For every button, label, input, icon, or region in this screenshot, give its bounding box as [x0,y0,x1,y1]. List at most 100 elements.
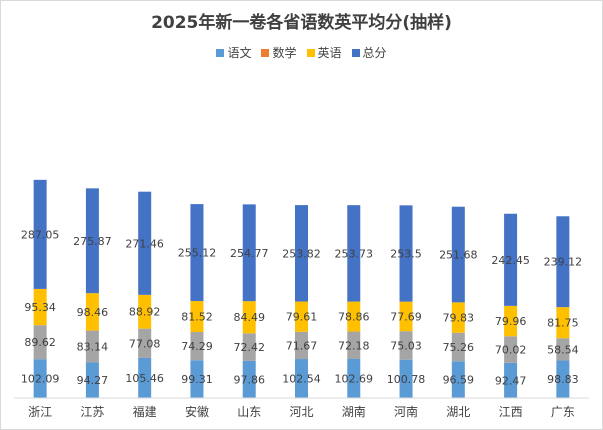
data-label-3-9: 242.45 [491,254,530,267]
legend-label-2: 英语 [317,46,342,60]
bar-2-4 [242,301,256,334]
data-label-3-4: 254.77 [230,247,269,260]
bar-1-9 [504,336,518,363]
bar-3-2 [138,191,152,295]
bar-0-7 [399,359,413,398]
data-label-3-6: 253.73 [335,247,374,260]
bar-0-9 [504,362,518,398]
data-label-1-5: 71.67 [286,339,318,352]
bar-0-5 [295,359,308,398]
data-label-3-10: 239.12 [544,256,583,269]
bar-0-1 [85,362,99,398]
data-label-3-7: 253.5 [390,248,422,261]
data-label-1-6: 72.18 [338,339,370,352]
data-label-2-4: 84.49 [233,311,265,324]
data-label-2-6: 78.86 [338,311,370,324]
bar-3-1 [85,188,99,294]
data-label-2-7: 77.69 [390,310,422,323]
data-label-1-8: 75.26 [443,341,475,354]
bar-1-1 [85,330,99,363]
category-label-4: 山东 [237,405,261,419]
bar-3-9 [504,213,518,306]
bar-2-10 [556,307,570,339]
data-label-0-1: 94.27 [77,374,109,387]
data-label-3-3: 255.12 [178,247,217,260]
category-label-8: 湖北 [446,404,470,419]
data-label-0-6: 102.69 [335,372,374,385]
bar-0-8 [451,361,465,398]
data-label-2-5: 79.61 [286,311,318,324]
data-label-0-9: 92.47 [495,374,527,387]
data-label-3-1: 275.87 [73,235,112,248]
legend-swatch-0 [216,48,225,57]
bar-2-7 [399,301,413,332]
bar-3-8 [451,206,465,303]
bar-0-10 [556,360,570,398]
bar-2-0 [33,288,47,326]
data-label-1-10: 58.54 [547,343,579,356]
bar-3-0 [33,179,47,289]
bar-2-8 [451,302,465,333]
legend-swatch-1 [261,48,270,57]
bar-3-3 [190,204,204,302]
legend-label-0: 语文 [227,46,252,60]
data-label-0-2: 105.46 [125,372,164,385]
bar-3-6 [347,205,361,302]
data-label-3-5: 253.82 [282,247,321,260]
bar-2-3 [190,301,204,333]
data-label-2-1: 98.46 [77,306,109,319]
data-label-0-0: 102.09 [21,373,60,386]
bar-3-10 [556,216,570,308]
category-label-1: 江苏 [80,405,104,419]
bar-2-5 [295,301,308,332]
bar-0-4 [242,360,256,398]
data-label-1-0: 89.62 [24,336,56,349]
bar-2-6 [347,301,361,332]
category-label-2: 福建 [133,404,157,419]
bar-1-0 [33,325,47,360]
legend-item-2: 英语 [306,44,342,61]
legend-label-1: 数学 [272,46,297,60]
data-label-2-2: 88.92 [129,306,161,319]
legend-item-3: 总分 [351,44,387,61]
bar-1-8 [451,332,465,362]
bar-1-2 [138,328,152,358]
data-label-2-0: 95.34 [24,301,56,314]
bar-0-6 [347,358,361,398]
bar-1-6 [347,331,361,359]
bar-2-1 [85,293,99,331]
data-label-2-8: 79.83 [443,312,475,325]
bar-0-0 [33,359,47,398]
bar-3-5 [295,205,308,302]
legend-swatch-3 [351,48,360,57]
data-label-0-8: 96.59 [443,374,475,387]
data-label-1-1: 83.14 [77,340,109,353]
data-label-3-2: 271.46 [125,237,164,250]
bar-0-3 [190,360,204,398]
category-label-10: 广东 [551,405,575,419]
legend: 语文 数学 英语 总分 [0,44,603,61]
legend-item-0: 语文 [216,44,251,61]
data-label-3-8: 251.68 [439,249,478,262]
data-label-1-4: 72.42 [233,341,265,354]
category-label-6: 湖南 [342,404,366,419]
bar-0-2 [138,357,152,398]
data-label-0-4: 97.86 [233,373,265,386]
bar-3-7 [399,205,413,302]
data-label-2-3: 81.52 [181,311,213,324]
data-label-0-3: 99.31 [181,373,213,386]
bar-2-9 [504,305,518,337]
data-label-0-10: 98.83 [547,373,579,386]
bar-1-10 [556,338,570,361]
legend-label-3: 总分 [362,46,387,60]
bar-1-7 [399,331,413,360]
bar-1-4 [242,333,256,361]
bar-2-2 [138,294,152,329]
data-label-2-9: 79.96 [495,315,527,328]
category-label-5: 河北 [289,405,313,419]
data-label-0-5: 102.54 [282,373,321,386]
data-label-1-9: 70.02 [495,344,527,357]
category-label-0: 浙江 [28,405,52,419]
category-label-7: 河南 [394,404,418,419]
